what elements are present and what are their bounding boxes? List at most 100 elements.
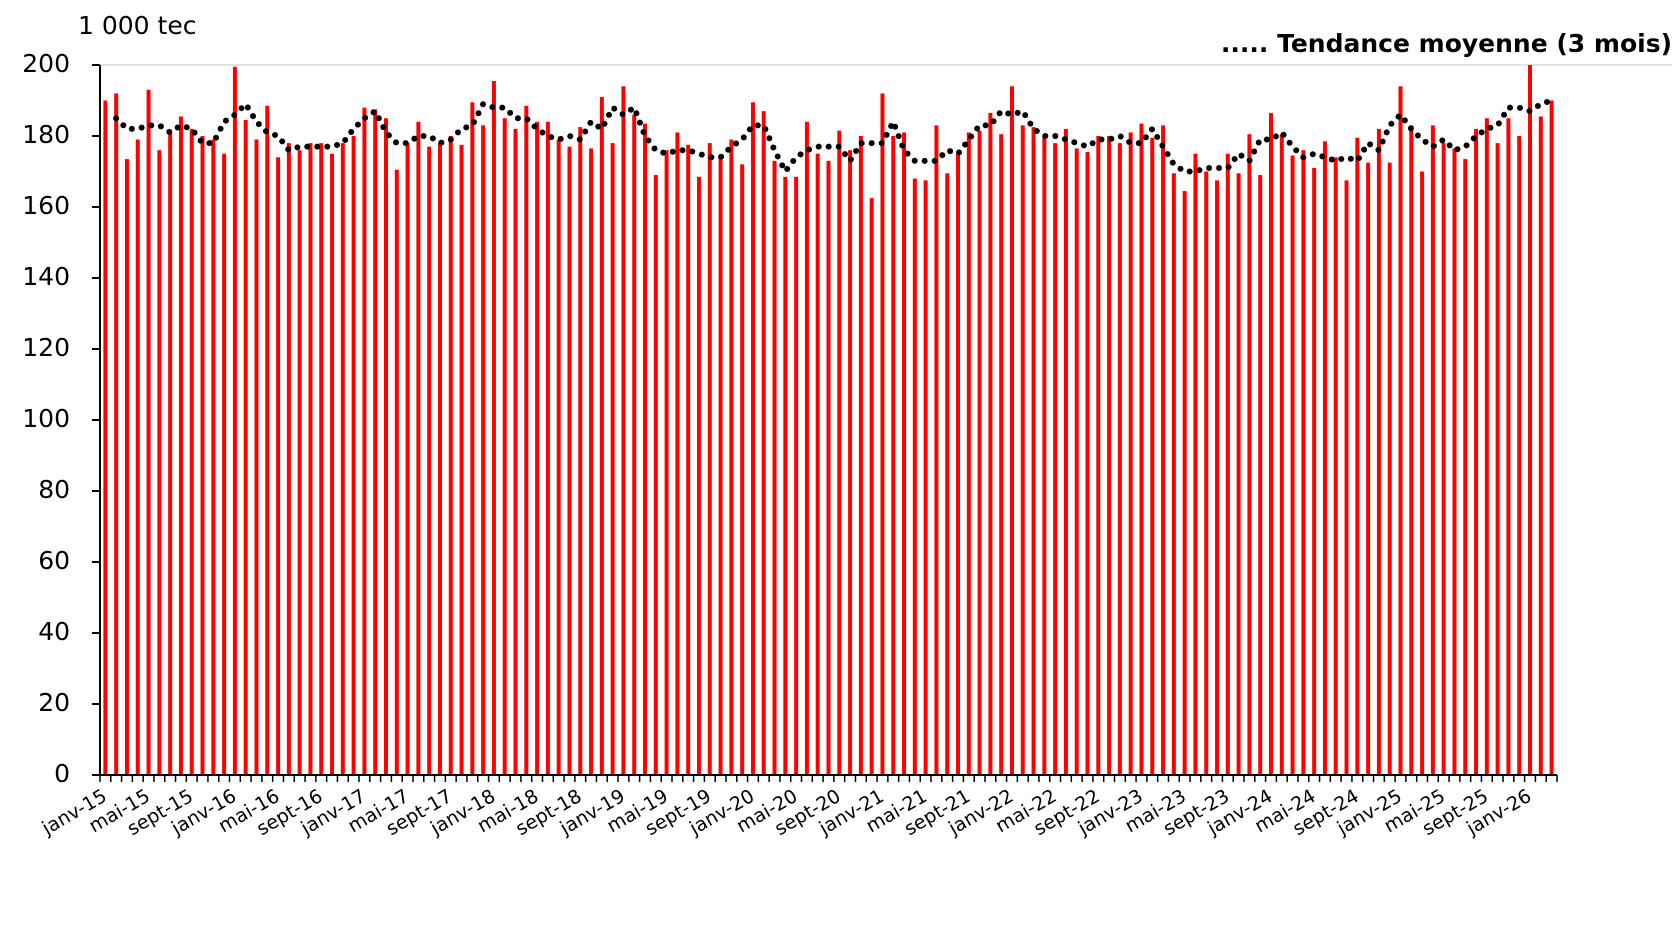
bar	[653, 175, 658, 776]
bar	[513, 128, 518, 775]
bar	[966, 132, 971, 775]
bar	[556, 139, 561, 776]
bar	[1333, 157, 1338, 776]
bar	[750, 102, 755, 775]
bar	[902, 132, 907, 775]
bar	[696, 176, 701, 775]
bar	[448, 136, 453, 775]
bar	[1063, 128, 1068, 775]
bar	[804, 121, 809, 776]
bar	[286, 143, 291, 776]
bar	[351, 136, 356, 775]
y-tick-label: 20	[38, 688, 70, 717]
bar	[707, 143, 712, 776]
bar	[1452, 148, 1457, 776]
bar	[254, 139, 259, 776]
bar	[1279, 134, 1284, 776]
bar	[1398, 86, 1403, 776]
bar	[718, 157, 723, 776]
bar	[319, 143, 324, 776]
y-tick-label: 200	[22, 49, 70, 78]
bar	[308, 143, 313, 776]
bar	[1430, 125, 1435, 776]
bar	[340, 143, 345, 776]
bar	[1042, 136, 1047, 775]
y-tick-label: 80	[38, 475, 70, 504]
bar	[1139, 123, 1144, 775]
bar	[1096, 136, 1101, 775]
bar	[168, 132, 173, 775]
bar	[297, 150, 302, 775]
y-tick-label: 60	[38, 546, 70, 575]
bar	[545, 121, 550, 776]
bar	[567, 146, 572, 775]
bar	[1268, 112, 1273, 776]
bar	[1117, 143, 1122, 776]
y-tick-label: 40	[38, 617, 70, 646]
bar	[437, 143, 442, 776]
bar	[502, 118, 507, 775]
bar	[1074, 148, 1079, 776]
bar	[222, 153, 227, 775]
bar	[103, 100, 108, 775]
bar	[362, 107, 367, 776]
bar	[1387, 162, 1392, 775]
bar	[1474, 128, 1479, 775]
bar	[1322, 141, 1327, 775]
bar	[416, 121, 421, 776]
bar	[535, 121, 540, 776]
bar	[1366, 162, 1371, 775]
bar	[276, 157, 281, 776]
bar	[858, 136, 863, 775]
bar	[1236, 173, 1241, 775]
bar	[178, 116, 183, 776]
bar	[772, 160, 777, 776]
y-unit-label: 1 000 tec	[78, 11, 196, 40]
bar	[1247, 134, 1252, 776]
bar	[1355, 137, 1360, 775]
bar	[1171, 173, 1176, 775]
bar	[1204, 171, 1209, 775]
bar	[1301, 150, 1306, 775]
bar	[1312, 167, 1317, 775]
bar	[578, 127, 583, 775]
bar	[232, 66, 237, 775]
bar	[783, 176, 788, 775]
bar	[1258, 175, 1263, 776]
bar	[1107, 136, 1112, 775]
y-tick-label: 140	[22, 262, 70, 291]
bar	[1528, 65, 1533, 775]
bar	[956, 153, 961, 775]
bar	[1344, 180, 1349, 775]
bar	[837, 130, 842, 776]
bar	[189, 128, 194, 775]
bar	[1215, 180, 1220, 775]
bar	[384, 118, 389, 775]
bar	[891, 136, 896, 775]
bar	[265, 105, 270, 775]
bar	[124, 159, 129, 775]
bar	[826, 160, 831, 776]
bar	[934, 125, 939, 776]
bar	[524, 105, 529, 775]
bar	[427, 146, 432, 775]
bar	[761, 111, 766, 775]
bar	[794, 176, 799, 775]
bar	[1128, 132, 1133, 775]
bar	[1161, 125, 1166, 776]
bar	[1538, 116, 1543, 776]
bar	[200, 136, 205, 775]
bar	[146, 89, 151, 776]
bar	[729, 139, 734, 776]
bar	[1420, 171, 1425, 775]
bar	[157, 150, 162, 775]
bar	[491, 80, 496, 776]
y-tick-label: 100	[22, 404, 70, 433]
bar	[1031, 127, 1036, 775]
bar	[135, 139, 140, 776]
bar	[1290, 155, 1295, 775]
bar	[1506, 118, 1511, 775]
bar	[815, 153, 820, 775]
bar	[1441, 143, 1446, 776]
